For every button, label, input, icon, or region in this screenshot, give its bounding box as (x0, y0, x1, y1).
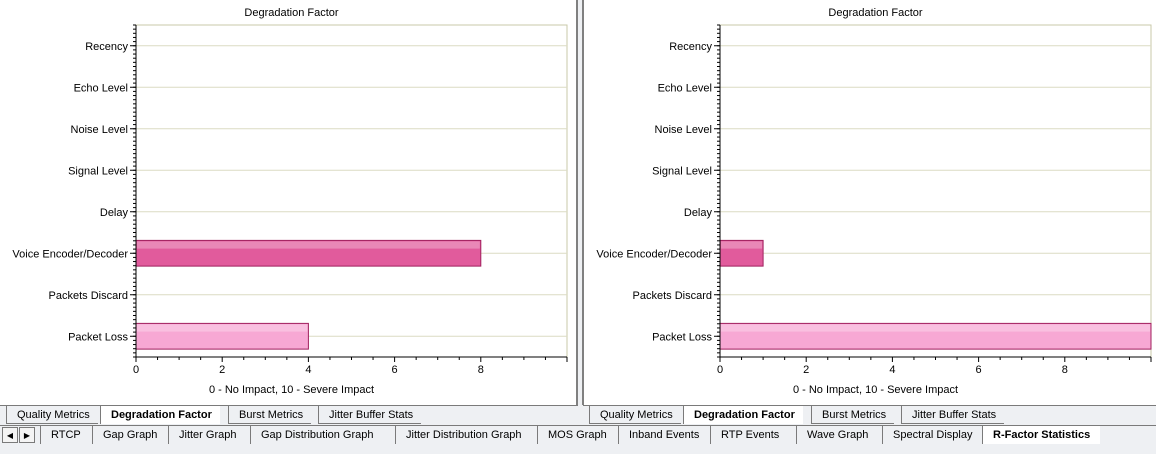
chevron-left-icon: ◀ (6, 431, 14, 440)
right-view-tabs: Quality Metrics Degradation Factor Burst M… (583, 405, 1156, 426)
bottom-tab-rtp-events[interactable]: RTP Events (710, 426, 789, 444)
x-tick-label: 0 (717, 364, 723, 376)
tab-label: Gap Distribution Graph (261, 429, 374, 441)
bottom-tab-jitter-distribution-graph[interactable]: Jitter Distribution Graph (395, 426, 532, 444)
left-chart-pane: Degradation Factor Recency Echo Level Noise… (0, 0, 576, 405)
bar-highlight (137, 324, 308, 332)
tab-degradation-factor[interactable]: Degradation Factor (100, 406, 220, 424)
tab-label: MOS Graph (548, 429, 607, 441)
category-label: Packets Discard (633, 290, 712, 302)
tab-label: Gap Graph (103, 429, 158, 441)
tab-quality-metrics[interactable]: Quality Metrics (6, 406, 98, 424)
category-label: Delay (100, 207, 129, 219)
tab-label: Jitter Distribution Graph (406, 429, 522, 441)
bottom-tab-r-factor-statistics[interactable]: R-Factor Statistics (982, 426, 1101, 444)
bottom-tab-wave-graph[interactable]: Wave Graph (796, 426, 878, 444)
bottom-tab-mos-graph[interactable]: MOS Graph (537, 426, 617, 444)
tab-label: RTCP (51, 429, 81, 441)
x-tick-label: 4 (889, 364, 895, 376)
x-tick-label: 8 (1062, 364, 1068, 376)
tab-label: Jitter Buffer Stats (912, 409, 997, 421)
tab-degradation-factor[interactable]: Degradation Factor (683, 406, 803, 424)
bottom-tab-inband-events[interactable]: Inband Events (618, 426, 709, 444)
x-tick-label: 8 (478, 364, 484, 376)
category-label: Packet Loss (68, 331, 128, 343)
scroll-right-button[interactable]: ▶ (19, 427, 35, 443)
pane-splitter[interactable] (578, 0, 583, 454)
tab-quality-metrics[interactable]: Quality Metrics (589, 406, 681, 424)
bottom-tab-spectral-display[interactable]: Spectral Display (882, 426, 982, 444)
x-tick-label: 2 (803, 364, 809, 376)
tab-label: Degradation Factor (694, 409, 795, 421)
left-view-tabs: Quality Metrics Degradation Factor Burst M… (0, 405, 578, 426)
tab-label: Degradation Factor (111, 409, 212, 421)
tab-label: Quality Metrics (17, 409, 90, 421)
category-label: Signal Level (652, 165, 712, 177)
left-pane-border (576, 0, 578, 405)
right-degradation-chart: Degradation Factor Recency Echo Level Noise… (596, 7, 1152, 396)
x-tick-label: 0 (133, 364, 139, 376)
category-label: Noise Level (71, 124, 128, 136)
bar (135, 322, 309, 350)
bar-highlight (721, 324, 1150, 332)
status-strip (0, 444, 1156, 454)
left-degradation-chart: Degradation Factor Recency Echo Level Noise… (12, 7, 568, 396)
x-tick-label: 4 (305, 364, 311, 376)
tab-jitter-buffer-stats[interactable]: Jitter Buffer Stats (318, 406, 422, 424)
category-label: Voice Encoder/Decoder (596, 248, 712, 260)
category-label: Packets Discard (49, 290, 128, 302)
right-pane-border (582, 0, 584, 405)
bar (719, 322, 1152, 350)
bottom-tab-gap-graph[interactable]: Gap Graph (92, 426, 167, 444)
category-label: Recency (669, 41, 712, 53)
category-label: Echo Level (658, 82, 712, 94)
tab-burst-metrics[interactable]: Burst Metrics (811, 406, 895, 424)
category-label: Echo Level (74, 82, 128, 94)
category-label: Voice Encoder/Decoder (12, 248, 128, 260)
tab-label: Wave Graph (807, 429, 869, 441)
tab-label: RTP Events (721, 429, 780, 441)
tab-label: Quality Metrics (600, 409, 673, 421)
bar-highlight (721, 241, 763, 249)
tab-label: Burst Metrics (822, 409, 887, 421)
bottom-tab-gap-distribution-graph[interactable]: Gap Distribution Graph (250, 426, 384, 444)
bottom-tab-jitter-graph[interactable]: Jitter Graph (168, 426, 246, 444)
tab-burst-metrics[interactable]: Burst Metrics (228, 406, 312, 424)
chevron-right-icon: ▶ (23, 431, 31, 440)
chart-title: Degradation Factor (244, 7, 338, 19)
category-label: Signal Level (68, 165, 128, 177)
tab-label: R-Factor Statistics (993, 429, 1091, 441)
x-axis-label: 0 - No Impact, 10 - Severe Impact (793, 384, 958, 396)
category-label: Noise Level (655, 124, 712, 136)
right-chart-pane: Degradation Factor Recency Echo Level Noise… (584, 0, 1156, 405)
category-label: Packet Loss (652, 331, 712, 343)
tab-label: Burst Metrics (239, 409, 304, 421)
category-label: Delay (684, 207, 713, 219)
bottom-tab-bar: ◀ ▶ RTCP Gap Graph Jitter Graph Gap Distrib… (0, 425, 1156, 445)
category-label: Recency (85, 41, 128, 53)
x-tick-label: 2 (219, 364, 225, 376)
tab-label: Inband Events (629, 429, 700, 441)
plot-area (135, 24, 568, 358)
bottom-tab-rtcp[interactable]: RTCP (40, 426, 91, 444)
tab-label: Spectral Display (893, 429, 973, 441)
bar-highlight (137, 241, 480, 249)
scroll-left-button[interactable]: ◀ (2, 427, 18, 443)
chart-title: Degradation Factor (828, 7, 922, 19)
tab-label: Jitter Buffer Stats (329, 409, 414, 421)
x-tick-label: 6 (392, 364, 398, 376)
plot-area (719, 24, 1152, 358)
tab-label: Jitter Graph (179, 429, 237, 441)
tab-jitter-buffer-stats[interactable]: Jitter Buffer Stats (901, 406, 1005, 424)
x-tick-label: 6 (976, 364, 982, 376)
x-axis-label: 0 - No Impact, 10 - Severe Impact (209, 384, 374, 396)
